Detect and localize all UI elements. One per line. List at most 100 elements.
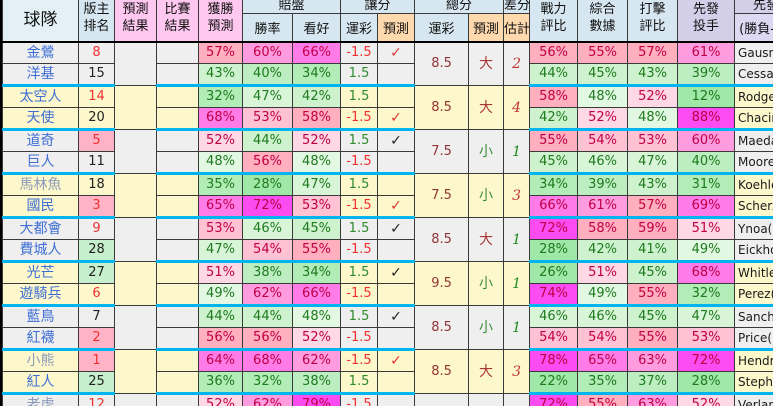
batting-cell: 45% [627, 261, 679, 284]
check-icon [377, 85, 416, 108]
spread-cell: -1.5 [340, 195, 379, 219]
spread-cell: 1.5 [340, 129, 379, 152]
predict-result-cell [114, 349, 157, 394]
sp-rate-cell: 69% [677, 195, 736, 219]
pitcher-cell: Koehler(9-13, 4.15) [734, 173, 773, 196]
sp-rate-cell: 88% [677, 107, 736, 131]
win-pred-cell: 53% [198, 217, 243, 240]
spread-cell: 1.5 [340, 63, 379, 87]
power-cell: 46% [529, 305, 579, 328]
composite-cell: 54% [577, 129, 629, 152]
table-body: 金鶯857%60%66%-1.5✓8.5大256%55%57%61%Gausma… [2, 41, 773, 406]
check-icon: ✓ [377, 217, 416, 240]
win-rate-cell: 44% [242, 305, 293, 328]
pitcher-cell: Verlander(16-8, 3.10) [734, 393, 773, 406]
power-cell: 72% [529, 393, 579, 406]
win-rate-cell: 46% [242, 217, 293, 240]
favor-cell: 79% [291, 393, 342, 406]
favor-cell: 55% [291, 239, 342, 263]
batting-cell: 63% [627, 349, 679, 372]
team-row: 金鶯857%60%66%-1.5✓8.5大256%55%57%61%Gausma… [2, 41, 773, 86]
composite-cell: 61% [577, 195, 629, 219]
total-pick-cell: 小 [468, 305, 505, 350]
team-row: 紅襪256%56%52%-1.554%54%55%53%Price(17-9, … [2, 327, 773, 351]
power-cell: 54% [529, 327, 579, 351]
win-pred-cell: 57% [198, 41, 243, 64]
batting-cell: 59% [627, 217, 679, 240]
favor-cell: 48% [291, 305, 342, 328]
team-name-cell: 巨人 [2, 151, 79, 175]
header-line2: 數據 [589, 18, 616, 34]
total-pick-cell: 小 [468, 129, 505, 174]
total-line-cell: 8.5 [414, 41, 470, 86]
sp-rate-cell: 31% [677, 173, 736, 196]
team-name-cell: 金鶯 [2, 41, 79, 64]
win-pred-cell: 64% [198, 349, 243, 372]
estimate-cell [503, 393, 531, 406]
estimate-cell: 3 [503, 349, 531, 394]
batting-cell: 55% [627, 327, 679, 351]
game-result-cell [156, 85, 199, 108]
power-cell: 78% [529, 349, 579, 372]
header-col-3: 獲勝 預測 [198, 0, 243, 43]
power-cell: 22% [529, 371, 579, 395]
composite-cell: 35% [577, 371, 629, 395]
team-row: 國民3 65%72%53%-1.5✓ 66%61%57%69%Scherzer(19… [2, 195, 773, 219]
header-group-0: 賠盤 [241, 0, 342, 14]
pitcher-cell: Whitley(0-0, 1.74) [734, 261, 773, 284]
team-name-cell: 遊騎兵 [2, 283, 79, 307]
batting-cell: 43% [627, 63, 679, 87]
sp-rate-cell: 52% [677, 393, 736, 406]
power-cell: 56% [529, 41, 579, 64]
pitcher-cell: Maeda(16-10, 3.28) [734, 129, 773, 152]
win-rate-cell: 53% [242, 107, 293, 131]
predict-result-cell [114, 173, 157, 218]
composite-cell: 45% [577, 63, 629, 87]
spread-cell: 1.5 [340, 85, 379, 108]
win-rate-cell: 40% [242, 63, 293, 87]
check-icon [377, 393, 416, 406]
win-rate-cell: 62% [242, 283, 293, 307]
pitcher-cell: Moore(12-12, 4.21) [734, 151, 773, 175]
spread-cell: 1.5 [340, 261, 379, 284]
win-rate-cell: 56% [242, 151, 293, 175]
win-pred-cell: 52% [198, 393, 243, 406]
game-result-cell [156, 129, 199, 152]
win-rate-cell: 28% [242, 173, 293, 196]
favor-cell: 66% [291, 41, 342, 64]
game-result-cell [156, 217, 199, 240]
header-line2: 投手 [693, 18, 720, 34]
rank-cell: 6 [78, 283, 115, 307]
favor-cell: 45% [291, 217, 342, 240]
rank-cell: 14 [78, 85, 115, 108]
pitcher-cell: Cessa(4-3, 4.18) [734, 63, 773, 87]
spread-cell: -1.5 [340, 151, 379, 175]
header-line2: 排名 [83, 18, 110, 34]
total-line-cell: 8.5 [414, 85, 470, 130]
favor-cell: 62% [291, 349, 342, 372]
power-cell: 74% [529, 283, 579, 307]
spread-cell: 1.5 [340, 305, 379, 328]
check-icon: ✓ [377, 107, 416, 131]
pitcher-cell: Perez(10-11, 4.37) [734, 283, 773, 307]
rank-cell: 15 [78, 63, 115, 87]
team-name-cell: 國民 [2, 195, 79, 219]
game-result-cell [156, 63, 199, 87]
header-rcol-3: 先發 投手 [677, 0, 736, 43]
favor-cell: 52% [291, 129, 342, 152]
spread-cell: -1.5 [340, 239, 379, 263]
win-rate-cell: 38% [242, 261, 293, 284]
sp-rate-cell: 53% [677, 327, 736, 351]
team-name-cell: 大都會 [2, 217, 79, 240]
batting-cell: 57% [627, 195, 679, 219]
batting-cell: 37% [627, 371, 679, 395]
favor-cell: 48% [291, 151, 342, 175]
win-pred-cell: 43% [198, 63, 243, 87]
header-line2: 結果 [122, 18, 149, 34]
game-result-cell [156, 261, 199, 284]
team-name-cell: 紅人 [2, 371, 79, 395]
